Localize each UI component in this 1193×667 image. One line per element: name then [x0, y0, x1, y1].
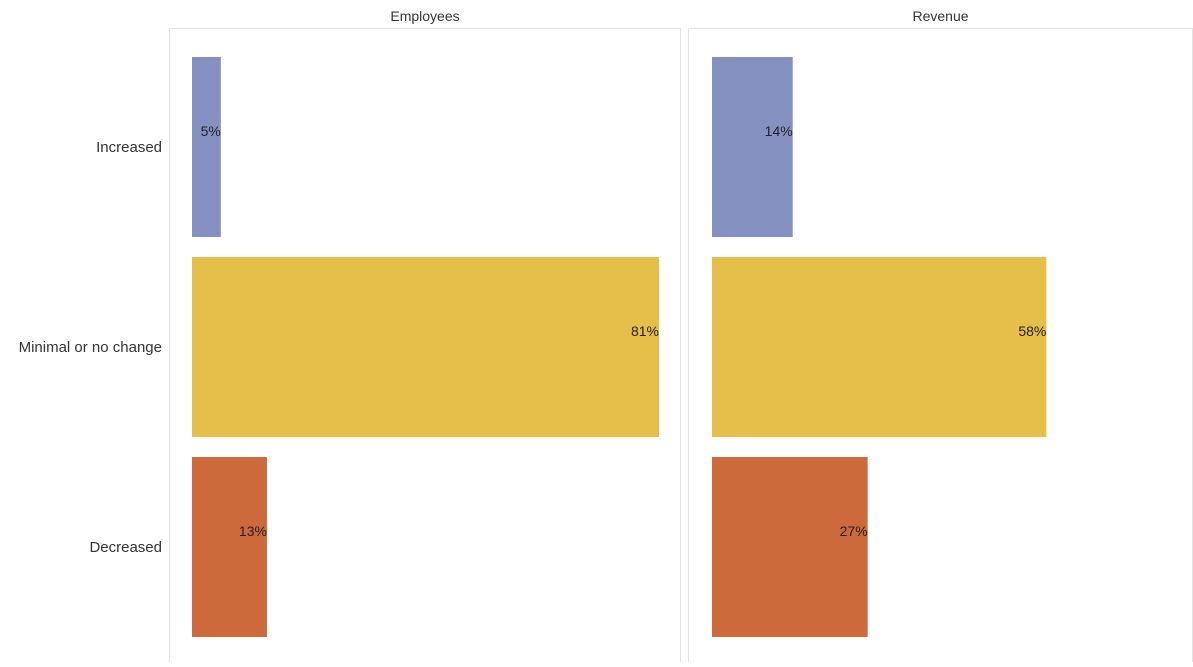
data-label: 14% — [765, 123, 793, 139]
data-label: 81% — [631, 323, 659, 339]
bar — [712, 57, 793, 237]
panel-title: Revenue — [912, 8, 968, 24]
bar — [192, 257, 659, 437]
category-label: Minimal or no change — [19, 339, 162, 356]
panel-title: Employees — [390, 8, 459, 24]
bar — [192, 457, 267, 637]
data-label: 5% — [201, 123, 221, 139]
data-label: 58% — [1018, 323, 1046, 339]
bar — [712, 457, 868, 637]
bar — [712, 257, 1047, 437]
category-label: Increased — [96, 139, 162, 156]
data-label: 13% — [239, 523, 267, 539]
bar — [192, 57, 221, 237]
category-label: Decreased — [89, 539, 162, 556]
data-label: 27% — [840, 523, 868, 539]
